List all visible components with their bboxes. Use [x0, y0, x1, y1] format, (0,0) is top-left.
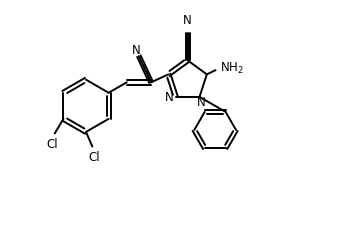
Text: Cl: Cl	[88, 151, 100, 164]
Text: N: N	[165, 91, 174, 104]
Text: N: N	[183, 14, 192, 27]
Text: Cl: Cl	[46, 138, 58, 151]
Text: N: N	[132, 44, 141, 57]
Text: NH$_2$: NH$_2$	[220, 60, 244, 76]
Text: N: N	[197, 96, 206, 109]
